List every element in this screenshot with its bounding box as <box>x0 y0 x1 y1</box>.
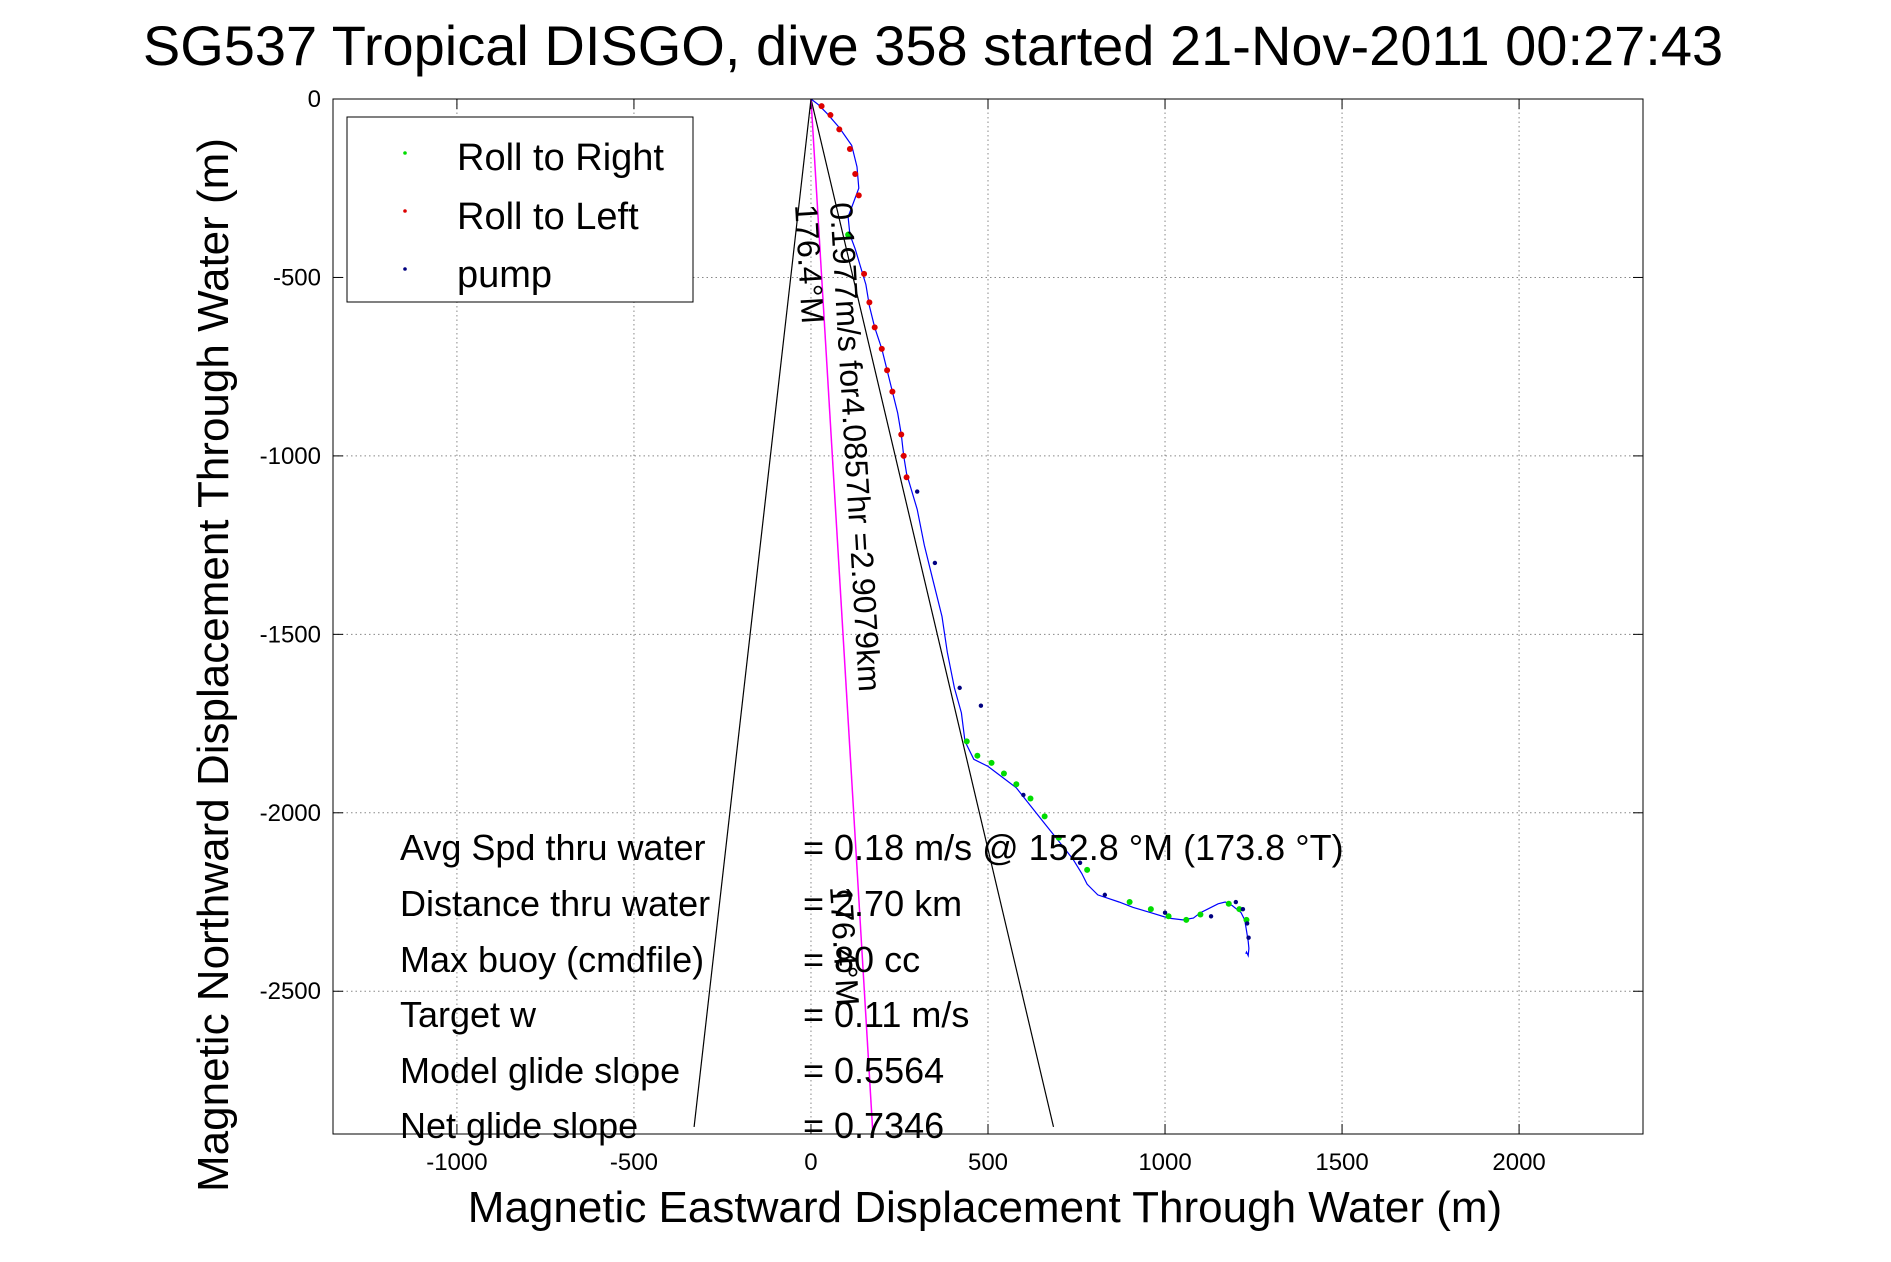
roll-left-point <box>827 112 834 119</box>
chart-title: SG537 Tropical DISGO, dive 358 started 2… <box>143 14 1723 77</box>
y-tick-label: 0 <box>308 86 321 113</box>
roll-left-point <box>866 299 873 306</box>
roll-right-point <box>1084 866 1091 873</box>
roll-left-point <box>836 126 843 133</box>
series-layer <box>693 98 1251 1135</box>
stat-value-net-glide: = 0.7346 <box>803 1105 944 1146</box>
current-line <box>810 98 874 1135</box>
roll-right-point <box>1243 916 1250 923</box>
roll-left-point <box>818 103 825 110</box>
legend-marker-roll-right <box>403 151 407 155</box>
roll-right-point <box>1041 813 1048 820</box>
legend-marker-roll-left <box>403 209 407 213</box>
roll-right-point <box>1126 899 1133 906</box>
roll-right-point <box>1225 900 1232 907</box>
x-tick-label: -1000 <box>426 1149 487 1176</box>
pump-point <box>1233 899 1239 905</box>
stat-value-max-buoy: = 80 cc <box>803 939 920 980</box>
x-tick-label: 0 <box>804 1149 817 1176</box>
x-tick-label: 2000 <box>1492 1149 1545 1176</box>
track-line <box>810 98 1250 958</box>
cone-line <box>810 98 1055 1128</box>
ticks: -1000 -500 0 500 1000 1500 2000 0 -500 -1000 -1500… <box>260 86 1643 1176</box>
stat-label-distance: Distance thru water <box>400 883 710 924</box>
roll-right-point <box>1013 781 1020 788</box>
current-heading-label: 176.4°M <box>788 203 831 324</box>
pump-point <box>1246 935 1251 940</box>
roll-right-point <box>845 231 852 238</box>
roll-right-point <box>1147 906 1154 913</box>
pump-point <box>1208 914 1214 919</box>
roll-right-point <box>1183 916 1190 923</box>
x-axis-label: Magnetic Eastward Displacement Through W… <box>468 1183 1502 1232</box>
legend-label-pump: pump <box>457 254 552 296</box>
roll-right-point <box>1027 795 1034 802</box>
axes-box <box>332 98 1644 1135</box>
roll-left-point <box>884 367 891 374</box>
roll-left-point <box>871 324 878 331</box>
y-tick-label: -1500 <box>260 621 321 648</box>
pump-point <box>932 560 938 566</box>
legend: Roll to Right Roll to Left pump <box>346 116 694 303</box>
roll-left-point <box>878 345 885 352</box>
cone-line <box>693 98 812 1127</box>
legend-marker-pump <box>403 267 407 271</box>
x-tick-label: 500 <box>968 1149 1008 1176</box>
pump-point <box>1102 892 1108 898</box>
y-tick-label: -500 <box>273 264 321 291</box>
roll-left-point <box>898 431 905 438</box>
pump-point <box>978 703 984 708</box>
stat-label-avg-speed: Avg Spd thru water <box>400 827 706 868</box>
stat-value-model-glide: = 0.5564 <box>803 1050 944 1091</box>
x-tick-label: 1000 <box>1138 1149 1191 1176</box>
roll-right-point <box>1000 770 1007 777</box>
pump-point <box>1244 921 1250 926</box>
stat-value-distance: = 2.70 km <box>803 883 962 924</box>
y-tick-label: -1000 <box>260 443 321 470</box>
pump-point <box>1162 910 1168 915</box>
roll-left-point <box>852 170 859 177</box>
legend-label-roll-right: Roll to Right <box>457 137 664 179</box>
roll-right-point <box>974 752 981 759</box>
current-end-label: 176.4°M <box>823 885 866 1006</box>
pump-point <box>1021 792 1026 798</box>
roll-right-point <box>963 738 970 745</box>
stat-value-target-w: = 0.11 m/s <box>803 994 969 1035</box>
roll-right-point <box>1197 911 1204 918</box>
pump-point <box>914 489 920 494</box>
pump-point <box>1240 906 1246 912</box>
roll-left-point <box>855 192 862 199</box>
stat-label-model-glide: Model glide slope <box>400 1050 680 1091</box>
legend-label-roll-left: Roll to Left <box>457 196 639 238</box>
roll-right-point <box>1055 834 1062 841</box>
y-tick-label: -2500 <box>260 978 321 1005</box>
pump-point <box>957 685 962 691</box>
stat-value-avg-speed: = 0.18 m/s @ 152.8 °M (173.8 °T) <box>803 827 1344 868</box>
y-axis-label: Magnetic Northward Displacement Through … <box>189 138 238 1192</box>
stats-block: Avg Spd thru water = 0.18 m/s @ 152.8 °M… <box>400 827 1344 1146</box>
x-tick-label: -500 <box>610 1149 658 1176</box>
roll-left-point <box>903 474 910 481</box>
roll-left-point <box>861 270 868 277</box>
roll-right-point <box>988 759 995 766</box>
roll-right-point <box>1165 913 1172 920</box>
stat-label-net-glide: Net glide slope <box>400 1105 638 1146</box>
roll-left-point <box>846 145 853 152</box>
roll-left-point <box>900 452 907 459</box>
pump-point <box>1077 860 1083 865</box>
roll-right-point <box>1236 906 1243 913</box>
stat-label-max-buoy: Max buoy (cmdfile) <box>400 939 704 980</box>
y-tick-label: -2000 <box>260 800 321 827</box>
x-tick-label: 1500 <box>1315 1149 1368 1176</box>
stat-label-target-w: Target w <box>400 994 537 1035</box>
roll-left-point <box>889 388 896 395</box>
